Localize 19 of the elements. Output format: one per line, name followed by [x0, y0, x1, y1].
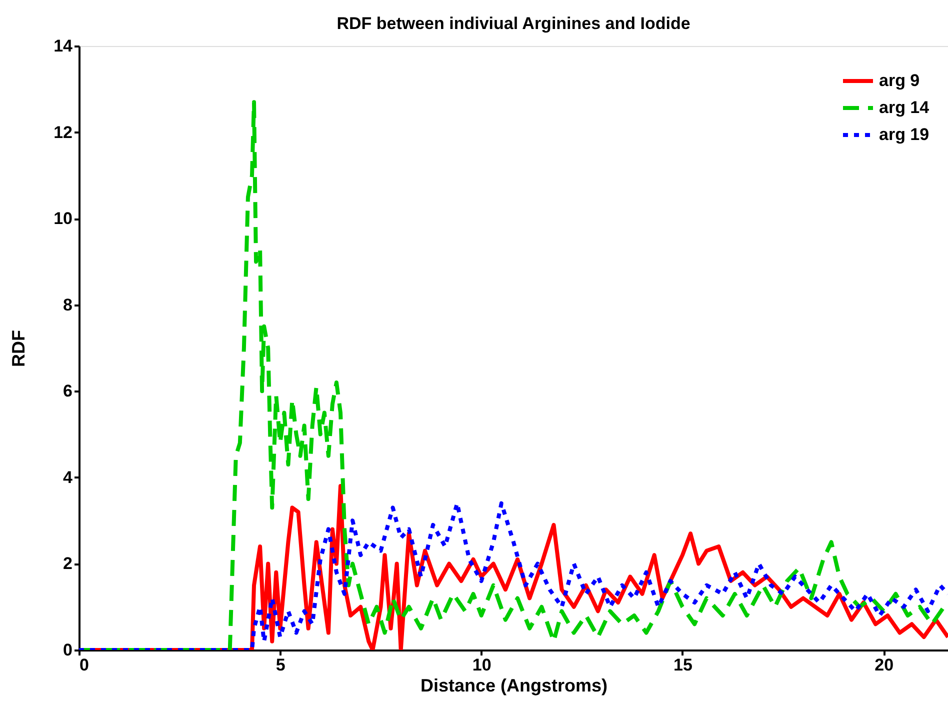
y-tick-label: 14 [54, 36, 74, 56]
legend-label: arg 14 [879, 98, 930, 117]
y-tick-label: 10 [54, 209, 72, 228]
y-tick-label: 2 [63, 554, 72, 574]
y-tick-label: 6 [63, 382, 72, 401]
x-axis-title: Distance (Angstroms) [420, 676, 608, 696]
legend-label: arg 9 [879, 71, 920, 90]
y-tick-label: 4 [63, 468, 74, 487]
y-tick-label: 12 [54, 122, 72, 142]
x-tick-label: 10 [472, 656, 492, 674]
chart-title: RDF between indiviual Arginines and Iodide [336, 14, 690, 33]
x-tick-label: 15 [674, 656, 692, 674]
y-tick-label: 0 [63, 640, 72, 660]
legend-label: arg 19 [879, 125, 930, 144]
y-tick-label: 8 [63, 295, 72, 314]
x-tick-label: 20 [874, 656, 894, 674]
x-tick-label: 5 [276, 656, 286, 674]
x-tick-label: 0 [80, 656, 89, 674]
y-axis-title: RDF [8, 330, 29, 367]
